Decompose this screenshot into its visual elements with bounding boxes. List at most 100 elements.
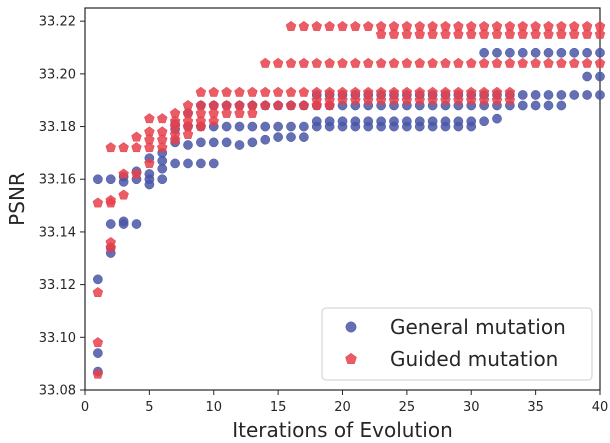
guided-mutation-point xyxy=(131,168,142,179)
legend: General mutation Guided mutation xyxy=(321,307,593,381)
guided-mutation-point xyxy=(234,99,245,110)
guided-mutation-point xyxy=(337,20,348,31)
y-tick-label: 33.16 xyxy=(39,173,76,188)
general-mutation-point xyxy=(517,100,528,111)
guided-mutation-point xyxy=(272,86,284,97)
x-tick-label: 15 xyxy=(270,400,287,415)
guided-mutation-point xyxy=(298,57,310,68)
guided-mutation-point xyxy=(247,107,258,118)
general-mutation-point xyxy=(543,100,554,111)
general-mutation-point xyxy=(144,169,155,179)
guided-mutation-point xyxy=(260,57,271,68)
legend-label-guided: Guided mutation xyxy=(390,347,558,371)
general-mutation-point xyxy=(299,132,309,142)
guided-mutation-point xyxy=(311,94,322,105)
guided-mutation-point xyxy=(131,131,142,142)
general-mutation-point xyxy=(234,121,245,132)
guided-mutation-point xyxy=(324,20,335,31)
guided-mutation-point xyxy=(581,57,593,68)
general-mutation-point xyxy=(440,116,451,127)
guided-mutation-point xyxy=(157,126,168,137)
general-mutation-point xyxy=(260,121,271,132)
guided-mutation-point xyxy=(182,115,194,126)
guided-mutation-point xyxy=(401,20,413,31)
x-tick-label: 10 xyxy=(205,400,222,415)
guided-mutation-point xyxy=(375,94,387,105)
guided-mutation-point xyxy=(401,94,413,105)
guided-mutation-point xyxy=(543,28,554,39)
y-axis-ticks: 33.08 33.10 33.12 33.14 33.16 33.18 33.20 33.22 xyxy=(39,15,85,399)
guided-mutation-point xyxy=(401,28,413,39)
x-tick-label: 30 xyxy=(463,400,480,415)
guided-mutation-point xyxy=(530,57,541,68)
general-mutation-point xyxy=(479,116,489,127)
general-mutation-point xyxy=(595,71,605,82)
general-mutation-point xyxy=(466,116,477,127)
guided-mutation-point xyxy=(556,57,567,68)
guided-mutation-point xyxy=(427,20,438,31)
general-mutation-point xyxy=(93,174,103,185)
series-guided-mutation xyxy=(92,20,606,379)
guided-mutation-point xyxy=(144,157,155,168)
guided-mutation-point xyxy=(478,28,490,39)
general-mutation-point xyxy=(505,47,515,58)
guided-mutation-point xyxy=(556,28,567,39)
guided-mutation-point xyxy=(247,86,258,97)
general-mutation-point xyxy=(530,100,541,111)
guided-mutation-point xyxy=(298,86,310,97)
guided-mutation-point xyxy=(144,142,155,153)
guided-mutation-point xyxy=(92,287,104,297)
general-mutation-point xyxy=(273,132,283,142)
general-mutation-point xyxy=(208,137,219,148)
y-tick-label: 33.20 xyxy=(39,67,76,82)
general-mutation-point xyxy=(543,90,554,100)
guided-mutation-point xyxy=(337,86,348,97)
guided-mutation-point xyxy=(440,28,451,39)
guided-mutation-point xyxy=(569,28,580,39)
guided-mutation-point xyxy=(569,57,580,68)
guided-mutation-point xyxy=(221,99,232,110)
guided-mutation-point xyxy=(92,368,104,379)
guided-mutation-point xyxy=(453,20,464,31)
guided-mutation-point xyxy=(105,236,116,247)
general-mutation-point xyxy=(273,121,283,132)
guided-mutation-point xyxy=(337,57,348,68)
general-mutation-point xyxy=(299,121,309,132)
legend-box xyxy=(321,307,593,381)
guided-mutation-point xyxy=(144,134,155,145)
general-mutation-point xyxy=(595,90,605,100)
x-tick-label: 25 xyxy=(399,400,416,415)
guided-mutation-point xyxy=(324,57,335,68)
guided-mutation-point xyxy=(157,142,168,153)
guided-mutation-point xyxy=(466,57,477,68)
guided-mutation-point xyxy=(504,86,516,97)
legend-marker-guided xyxy=(345,352,357,364)
guided-mutation-point xyxy=(169,115,181,126)
legend-circle-marker xyxy=(345,321,357,333)
guided-mutation-point xyxy=(388,20,400,31)
guided-mutation-point xyxy=(375,20,387,31)
guided-mutation-point xyxy=(363,86,374,97)
guided-mutation-point xyxy=(504,94,516,105)
guided-mutation-point xyxy=(504,20,516,31)
guided-mutation-point xyxy=(208,107,219,118)
guided-mutation-point xyxy=(311,86,322,97)
y-tick-label: 33.14 xyxy=(39,225,76,240)
guided-mutation-point xyxy=(208,86,219,97)
guided-mutation-point xyxy=(350,94,361,105)
x-tick-label: 35 xyxy=(527,400,544,415)
guided-mutation-point xyxy=(234,107,245,118)
general-mutation-point xyxy=(492,113,502,124)
y-tick-label: 33.22 xyxy=(39,15,76,30)
guided-mutation-point xyxy=(247,99,258,110)
guided-mutation-point xyxy=(182,107,194,118)
guided-mutation-point xyxy=(491,28,503,39)
legend-pentagon-marker xyxy=(345,352,357,364)
general-mutation-point xyxy=(324,116,335,127)
general-mutation-point xyxy=(453,116,464,127)
general-mutation-point xyxy=(93,274,103,285)
guided-mutation-point xyxy=(375,57,387,68)
general-mutation-point xyxy=(582,47,592,58)
guided-mutation-point xyxy=(311,57,322,68)
guided-mutation-point xyxy=(311,20,322,31)
